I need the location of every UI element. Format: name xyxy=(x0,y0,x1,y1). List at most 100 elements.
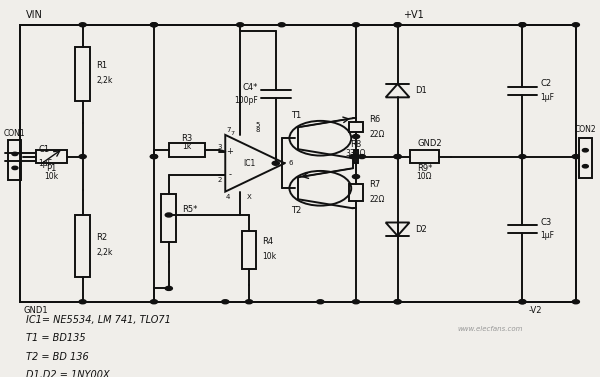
Circle shape xyxy=(349,155,356,159)
Circle shape xyxy=(151,23,158,27)
Text: 5: 5 xyxy=(256,122,260,128)
Text: 2: 2 xyxy=(217,177,221,183)
Text: R2: R2 xyxy=(96,233,107,242)
Text: C2: C2 xyxy=(540,80,551,89)
Circle shape xyxy=(151,155,158,159)
Text: -V2: -V2 xyxy=(529,306,542,314)
Text: D2: D2 xyxy=(415,225,427,234)
Circle shape xyxy=(519,23,526,27)
Bar xyxy=(20,25,576,302)
Circle shape xyxy=(151,300,158,304)
Text: 3: 3 xyxy=(217,144,221,150)
Circle shape xyxy=(12,166,18,170)
Text: T1: T1 xyxy=(292,111,302,120)
Text: 1μF: 1μF xyxy=(38,159,52,168)
Text: T2 = BD 136: T2 = BD 136 xyxy=(26,352,89,362)
Text: www.elecfans.com: www.elecfans.com xyxy=(457,326,523,332)
Text: 10Ω: 10Ω xyxy=(416,172,432,181)
Text: CON2: CON2 xyxy=(575,126,596,134)
Circle shape xyxy=(394,300,401,304)
Circle shape xyxy=(245,300,253,304)
Text: T1 = BD135: T1 = BD135 xyxy=(26,334,86,343)
Circle shape xyxy=(394,23,401,27)
Circle shape xyxy=(165,287,172,290)
Circle shape xyxy=(394,300,401,304)
Text: 330Ω: 330Ω xyxy=(346,149,366,158)
Text: C3: C3 xyxy=(540,218,551,227)
Circle shape xyxy=(151,23,158,27)
Circle shape xyxy=(151,155,158,159)
Bar xyxy=(349,184,364,201)
Circle shape xyxy=(519,155,526,159)
Text: R5*: R5* xyxy=(182,205,197,215)
Text: +V1: +V1 xyxy=(404,10,424,20)
Circle shape xyxy=(272,161,280,165)
Text: D1: D1 xyxy=(415,86,427,95)
Circle shape xyxy=(394,23,401,27)
Text: R6: R6 xyxy=(370,115,380,124)
Circle shape xyxy=(12,152,18,156)
Bar xyxy=(579,138,592,178)
Circle shape xyxy=(165,213,172,217)
Text: 1μF: 1μF xyxy=(540,231,554,241)
Circle shape xyxy=(317,300,324,304)
Text: R7: R7 xyxy=(370,179,380,188)
Circle shape xyxy=(358,155,365,159)
Text: 2,2k: 2,2k xyxy=(96,248,112,257)
Text: R3: R3 xyxy=(181,134,192,143)
Text: C4*: C4* xyxy=(242,83,258,92)
Bar xyxy=(36,150,67,163)
Bar xyxy=(75,47,90,101)
Circle shape xyxy=(278,23,285,27)
Bar xyxy=(8,140,22,180)
Text: D1,D2 = 1NY00X: D1,D2 = 1NY00X xyxy=(26,370,110,377)
Text: X: X xyxy=(247,194,251,200)
Circle shape xyxy=(394,155,401,159)
Text: T2: T2 xyxy=(292,206,302,215)
Text: IC1= NE5534, LM 741, TLO71: IC1= NE5534, LM 741, TLO71 xyxy=(26,315,171,325)
Text: VIN: VIN xyxy=(26,10,43,20)
Circle shape xyxy=(583,149,589,152)
Circle shape xyxy=(394,155,401,159)
Circle shape xyxy=(352,23,359,27)
Circle shape xyxy=(519,300,526,304)
Text: GND2: GND2 xyxy=(418,139,443,148)
Bar xyxy=(75,215,90,277)
Text: P1: P1 xyxy=(46,164,56,173)
Circle shape xyxy=(79,23,86,27)
Text: 10k: 10k xyxy=(262,252,277,261)
Text: 2,2k: 2,2k xyxy=(96,76,112,85)
Circle shape xyxy=(572,23,580,27)
Text: IC1: IC1 xyxy=(243,159,255,168)
Text: R4: R4 xyxy=(262,237,274,246)
Bar xyxy=(355,150,358,163)
Bar xyxy=(161,195,176,242)
Bar xyxy=(349,122,364,132)
Text: 22Ω: 22Ω xyxy=(370,130,385,139)
Text: 22Ω: 22Ω xyxy=(370,195,385,204)
Circle shape xyxy=(221,300,229,304)
Text: +: + xyxy=(227,147,233,156)
Circle shape xyxy=(572,155,580,159)
Circle shape xyxy=(583,165,589,168)
Circle shape xyxy=(519,23,526,27)
Circle shape xyxy=(79,300,86,304)
Bar xyxy=(410,150,439,163)
Text: 100pF: 100pF xyxy=(234,96,258,105)
Text: C1: C1 xyxy=(38,146,49,155)
Text: 1μF: 1μF xyxy=(540,93,554,102)
Circle shape xyxy=(352,175,359,179)
Text: 6: 6 xyxy=(289,160,293,166)
Text: 4: 4 xyxy=(226,194,230,200)
Text: R8: R8 xyxy=(350,140,362,149)
Text: 10k: 10k xyxy=(44,172,59,181)
Circle shape xyxy=(236,23,244,27)
Text: 7: 7 xyxy=(230,131,234,136)
Text: 7: 7 xyxy=(226,127,230,133)
Text: R9*: R9* xyxy=(416,164,432,173)
Text: 8: 8 xyxy=(256,127,260,133)
Text: 1k: 1k xyxy=(182,142,191,151)
Bar xyxy=(242,231,256,269)
Circle shape xyxy=(352,155,359,159)
Bar xyxy=(169,143,205,156)
